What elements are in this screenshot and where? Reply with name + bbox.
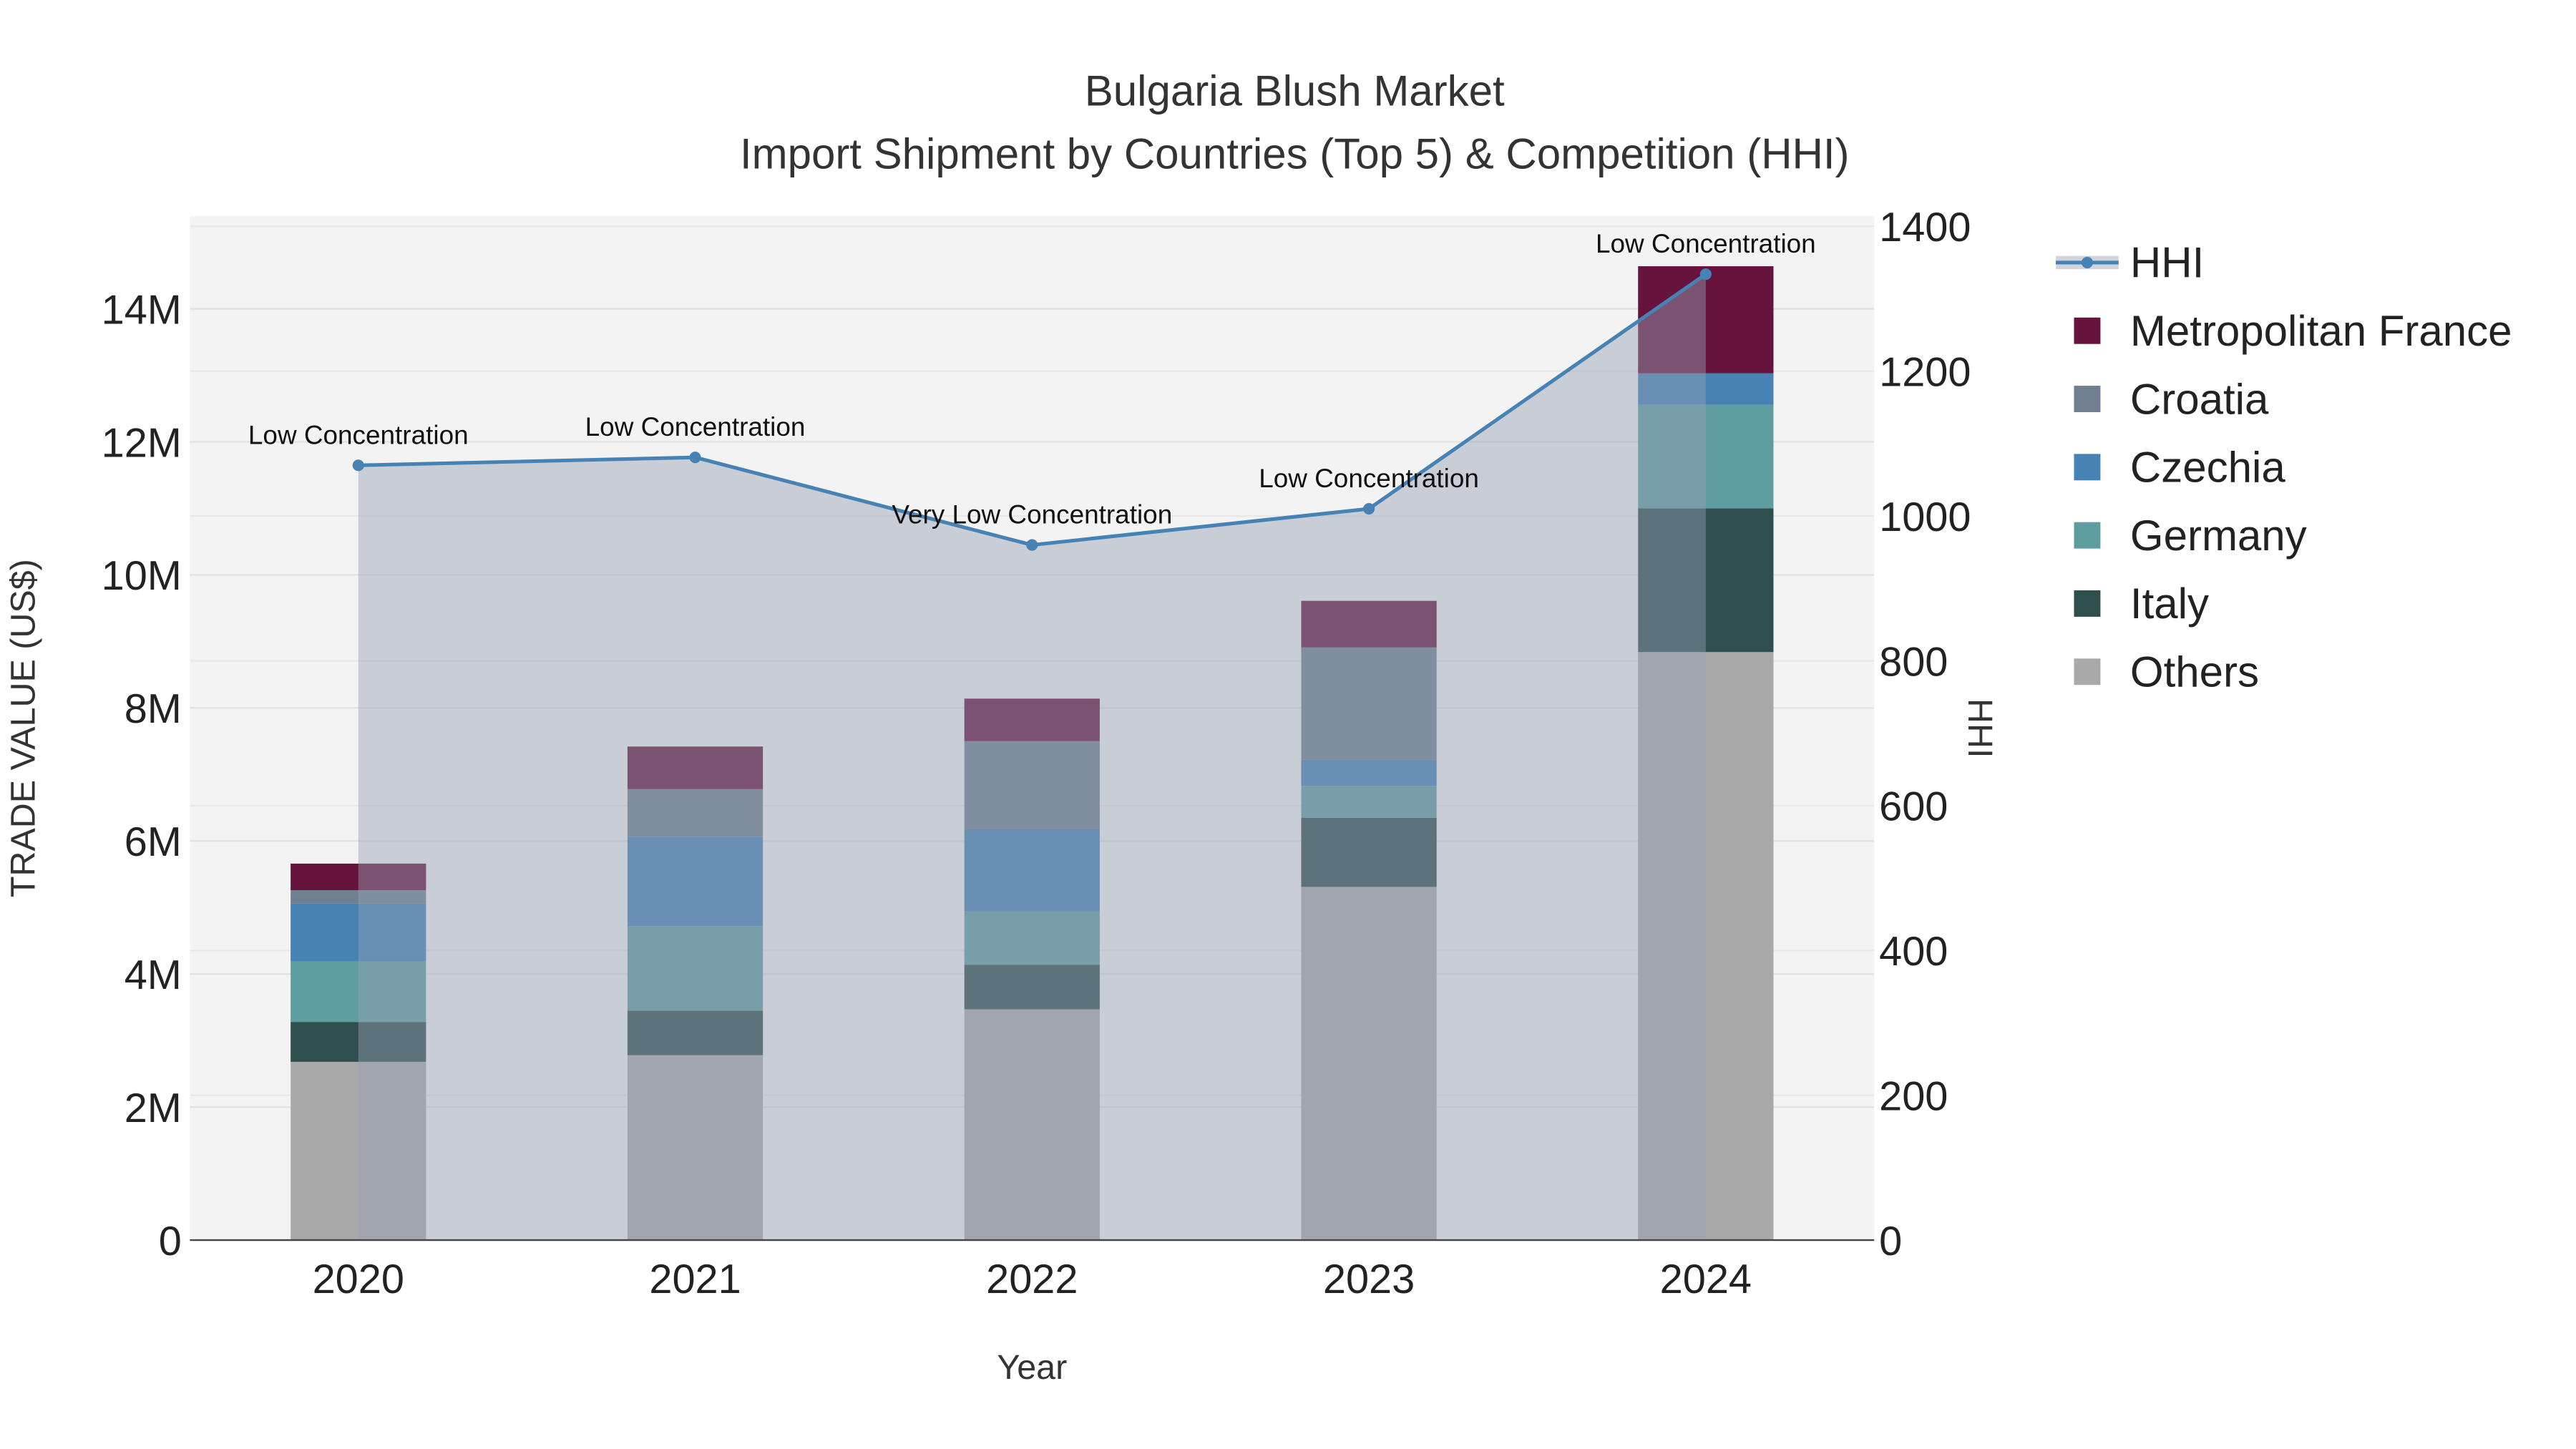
- y-axis-title: TRADE VALUE (US$): [4, 559, 42, 897]
- legend-label: Others: [2130, 648, 2259, 696]
- bars: [291, 266, 1774, 1241]
- legend-swatch: [2074, 386, 2101, 412]
- y-tick-label: 4M: [125, 952, 182, 998]
- bar-croatia-2021: [627, 789, 763, 837]
- hhi-annotation-2021: Low Concentration: [585, 412, 806, 441]
- bar-croatia-2020: [291, 890, 426, 904]
- hhi-annotation-2023: Low Concentration: [1259, 464, 1479, 493]
- y-tick-label: 0: [159, 1219, 182, 1264]
- y-tick-label: 12M: [102, 420, 182, 466]
- legend-swatch: [2074, 454, 2101, 481]
- legend-hhi-marker: [2081, 256, 2093, 268]
- bar-czechia-2022: [964, 829, 1100, 912]
- bar-italy-2021: [627, 1010, 763, 1055]
- bar-germany-2024: [1638, 404, 1774, 509]
- bar-germany-2020: [291, 961, 426, 1023]
- y-axis-ticks: 0 2M 4M 6M 8M 10M 12M 14M: [102, 287, 182, 1264]
- y2-axis-title: HHI: [1961, 698, 1999, 758]
- legend-item-germany: Germany: [2074, 512, 2307, 560]
- legend-item-metropolitan-france: Metropolitan France: [2074, 307, 2512, 355]
- hhi-point-2021: [689, 452, 701, 464]
- legend-item-others: Others: [2074, 648, 2259, 696]
- legend-label: Metropolitan France: [2130, 307, 2512, 355]
- bar-czechia-2021: [627, 836, 763, 927]
- legend-label: Germany: [2130, 512, 2307, 560]
- legend: HHI Metropolitan France Croatia Czechia Germ…: [2056, 239, 2512, 696]
- bar-czechia-2020: [291, 903, 426, 962]
- legend-swatch: [2074, 590, 2101, 617]
- bar-germany-2021: [627, 926, 763, 1011]
- y2-tick-label: 400: [1879, 929, 1948, 975]
- legend-swatch: [2074, 522, 2101, 549]
- hhi-point-2020: [352, 459, 364, 472]
- bar-metropolitan-france-2022: [964, 698, 1100, 741]
- bar-italy-2024: [1638, 508, 1774, 653]
- legend-label: Croatia: [2130, 375, 2269, 423]
- legend-item-croatia: Croatia: [2074, 375, 2269, 423]
- y2-axis-ticks: 0 200 400 600 800 1000 1200 1400: [1879, 205, 1971, 1264]
- bar-croatia-2023: [1301, 647, 1437, 760]
- y2-tick-label: 1000: [1879, 494, 1971, 540]
- y2-tick-label: 800: [1879, 639, 1948, 685]
- legend-item-italy: Italy: [2074, 580, 2209, 628]
- bar-metropolitan-france-2020: [291, 863, 426, 891]
- y2-tick-label: 0: [1879, 1219, 1902, 1264]
- legend-label: Czechia: [2130, 444, 2285, 492]
- bar-others-2022: [964, 1009, 1100, 1241]
- bar-germany-2022: [964, 911, 1100, 965]
- hhi-annotation-2020: Low Concentration: [248, 420, 469, 449]
- y-tick-label: 6M: [125, 819, 182, 865]
- legend-item-hhi: HHI: [2056, 239, 2204, 287]
- bar-metropolitan-france-2023: [1301, 600, 1437, 648]
- x-tick-label: 2021: [649, 1257, 741, 1302]
- bar-metropolitan-france-2021: [627, 746, 763, 789]
- y-tick-label: 2M: [125, 1085, 182, 1131]
- chart-subtitle: Import Shipment by Countries (Top 5) & C…: [740, 130, 1850, 177]
- y2-tick-label: 1400: [1879, 205, 1971, 250]
- hhi-point-2024: [1699, 268, 1712, 280]
- x-tick-label: 2020: [313, 1257, 404, 1302]
- legend-swatch: [2074, 658, 2101, 686]
- x-axis-ticks: 2020 2021 2022 2023 2024: [313, 1257, 1752, 1302]
- y-tick-label: 14M: [102, 287, 182, 333]
- y2-tick-label: 1200: [1879, 350, 1971, 396]
- bar-germany-2023: [1301, 786, 1437, 818]
- bar-others-2024: [1638, 652, 1774, 1241]
- y-tick-label: 8M: [125, 686, 182, 732]
- y2-tick-label: 600: [1879, 784, 1948, 830]
- bar-italy-2023: [1301, 817, 1437, 887]
- y2-tick-label: 200: [1879, 1073, 1948, 1119]
- hhi-area: [358, 274, 1706, 1241]
- chart-title: Bulgaria Blush Market: [1085, 67, 1505, 115]
- bar-others-2020: [291, 1061, 426, 1241]
- bar-metropolitan-france-2024: [1638, 266, 1774, 374]
- y-tick-label: 10M: [102, 553, 182, 599]
- legend-swatch: [2074, 317, 2101, 344]
- hhi-annotations: Low Concentration Low Concentration Very L…: [248, 229, 1816, 529]
- bar-others-2021: [627, 1055, 763, 1241]
- x-tick-label: 2023: [1323, 1257, 1415, 1302]
- x-tick-label: 2024: [1660, 1257, 1752, 1302]
- bar-czechia-2024: [1638, 373, 1774, 405]
- hhi-point-2022: [1026, 539, 1038, 551]
- hhi-area-fill: [358, 274, 1706, 1241]
- bar-italy-2022: [964, 965, 1100, 1010]
- bar-others-2023: [1301, 887, 1437, 1241]
- legend-item-czechia: Czechia: [2074, 444, 2285, 492]
- x-tick-label: 2022: [986, 1257, 1078, 1302]
- bar-czechia-2023: [1301, 759, 1437, 786]
- bar-italy-2020: [291, 1022, 426, 1062]
- legend-label: Italy: [2130, 580, 2209, 628]
- hhi-annotation-2024: Low Concentration: [1596, 229, 1816, 258]
- hhi-line: [352, 268, 1712, 551]
- x-axis-title: Year: [997, 1348, 1067, 1387]
- legend-label: HHI: [2130, 239, 2204, 287]
- hhi-annotation-2022: Very Low Concentration: [892, 500, 1172, 530]
- hhi-point-2023: [1363, 502, 1375, 515]
- bar-croatia-2022: [964, 741, 1100, 829]
